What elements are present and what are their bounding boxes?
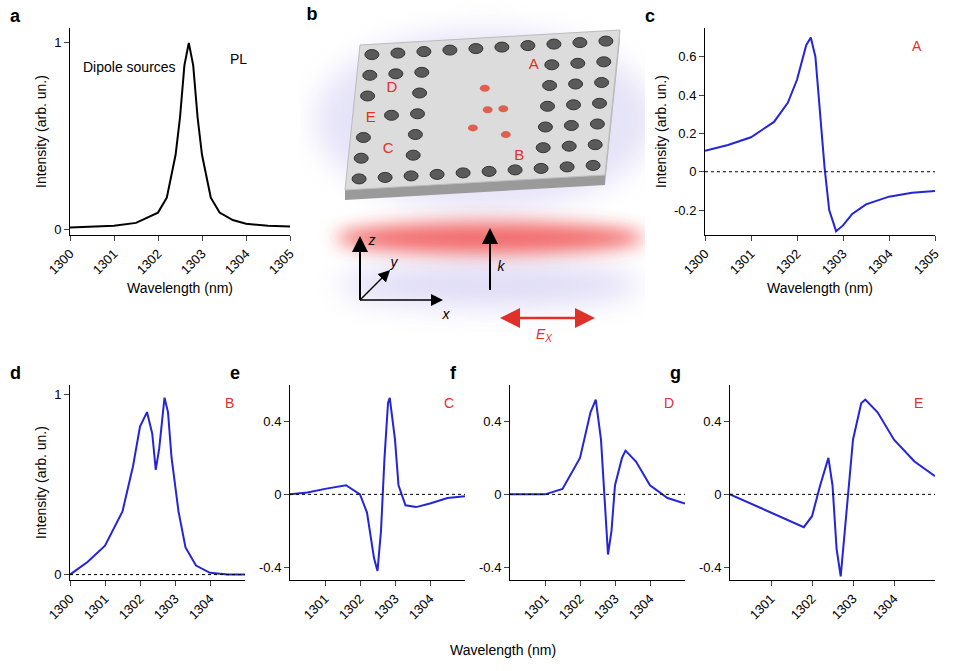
svg-text:a: a: [10, 6, 21, 26]
svg-text:0.6: 0.6: [678, 49, 696, 64]
svg-text:1302: 1302: [773, 246, 804, 277]
svg-text:Wavelength (nm): Wavelength (nm): [767, 280, 873, 296]
svg-text:1303: 1303: [178, 246, 209, 277]
svg-text:1300: 1300: [46, 591, 77, 622]
svg-text:E: E: [366, 108, 376, 125]
svg-text:1301: 1301: [301, 591, 332, 622]
svg-text:d: d: [10, 363, 21, 383]
svg-text:x: x: [442, 306, 451, 322]
svg-text:1303: 1303: [819, 246, 850, 277]
svg-text:1300: 1300: [46, 246, 77, 277]
svg-text:Intensity (arb. un.): Intensity (arb. un.): [33, 75, 49, 188]
svg-text:1300: 1300: [681, 246, 712, 277]
svg-text:-0.2: -0.2: [674, 203, 696, 218]
svg-text:C: C: [383, 139, 394, 156]
svg-text:b: b: [307, 4, 318, 24]
svg-text:0: 0: [689, 164, 696, 179]
svg-text:0: 0: [714, 487, 721, 502]
svg-text:1302: 1302: [788, 591, 819, 622]
svg-text:-0.4: -0.4: [259, 560, 281, 575]
svg-text:e: e: [230, 363, 240, 383]
svg-text:PL: PL: [230, 51, 247, 67]
svg-text:0.4: 0.4: [703, 414, 721, 429]
svg-text:1304: 1304: [626, 591, 657, 622]
svg-text:-0.4: -0.4: [699, 560, 721, 575]
svg-text:f: f: [450, 363, 457, 383]
svg-text:1305: 1305: [266, 246, 297, 277]
svg-text:1301: 1301: [727, 246, 758, 277]
svg-text:Wavelength (nm): Wavelength (nm): [127, 280, 233, 296]
svg-text:1304: 1304: [186, 591, 217, 622]
svg-text:1304: 1304: [870, 591, 901, 622]
svg-text:0: 0: [494, 487, 501, 502]
svg-text:k: k: [498, 258, 506, 274]
svg-text:A: A: [529, 55, 539, 72]
svg-text:g: g: [670, 363, 681, 383]
svg-text:1301: 1301: [81, 591, 112, 622]
svg-text:1305: 1305: [911, 246, 942, 277]
svg-text:1: 1: [54, 35, 61, 50]
svg-text:z: z: [368, 232, 376, 248]
svg-text:Intensity (arb. un.): Intensity (arb. un.): [33, 426, 49, 539]
svg-text:1303: 1303: [591, 591, 622, 622]
svg-text:D: D: [664, 395, 674, 411]
svg-text:1303: 1303: [829, 591, 860, 622]
svg-text:Wavelength (nm): Wavelength (nm): [450, 642, 556, 658]
svg-text:1303: 1303: [371, 591, 402, 622]
svg-text:1303: 1303: [151, 591, 182, 622]
svg-text:1301: 1301: [90, 246, 121, 277]
svg-text:-0.4: -0.4: [479, 560, 501, 575]
svg-text:A: A: [912, 38, 922, 54]
svg-text:EX: EX: [536, 326, 552, 344]
svg-text:0.4: 0.4: [678, 88, 696, 103]
svg-text:1: 1: [54, 387, 61, 402]
svg-text:0: 0: [274, 487, 281, 502]
svg-text:1302: 1302: [556, 591, 587, 622]
svg-text:c: c: [645, 6, 655, 26]
svg-text:y: y: [390, 254, 399, 270]
svg-text:1302: 1302: [116, 591, 147, 622]
svg-text:1301: 1301: [747, 591, 778, 622]
svg-text:0: 0: [54, 567, 61, 582]
svg-text:0.4: 0.4: [263, 414, 281, 429]
svg-text:Intensity (arb. un.): Intensity (arb. un.): [653, 75, 669, 188]
svg-text:1302: 1302: [336, 591, 367, 622]
svg-text:E: E: [914, 395, 923, 411]
svg-text:1302: 1302: [134, 246, 165, 277]
svg-text:Dipole sources: Dipole sources: [83, 59, 176, 75]
svg-text:1304: 1304: [222, 246, 253, 277]
svg-text:D: D: [386, 78, 397, 95]
svg-text:0.4: 0.4: [483, 414, 501, 429]
svg-text:0: 0: [54, 222, 61, 237]
svg-text:0.2: 0.2: [678, 126, 696, 141]
svg-text:B: B: [225, 395, 234, 411]
svg-text:C: C: [444, 395, 454, 411]
svg-text:1304: 1304: [865, 246, 896, 277]
svg-text:1304: 1304: [406, 591, 437, 622]
svg-text:1301: 1301: [521, 591, 552, 622]
svg-text:B: B: [514, 146, 524, 163]
